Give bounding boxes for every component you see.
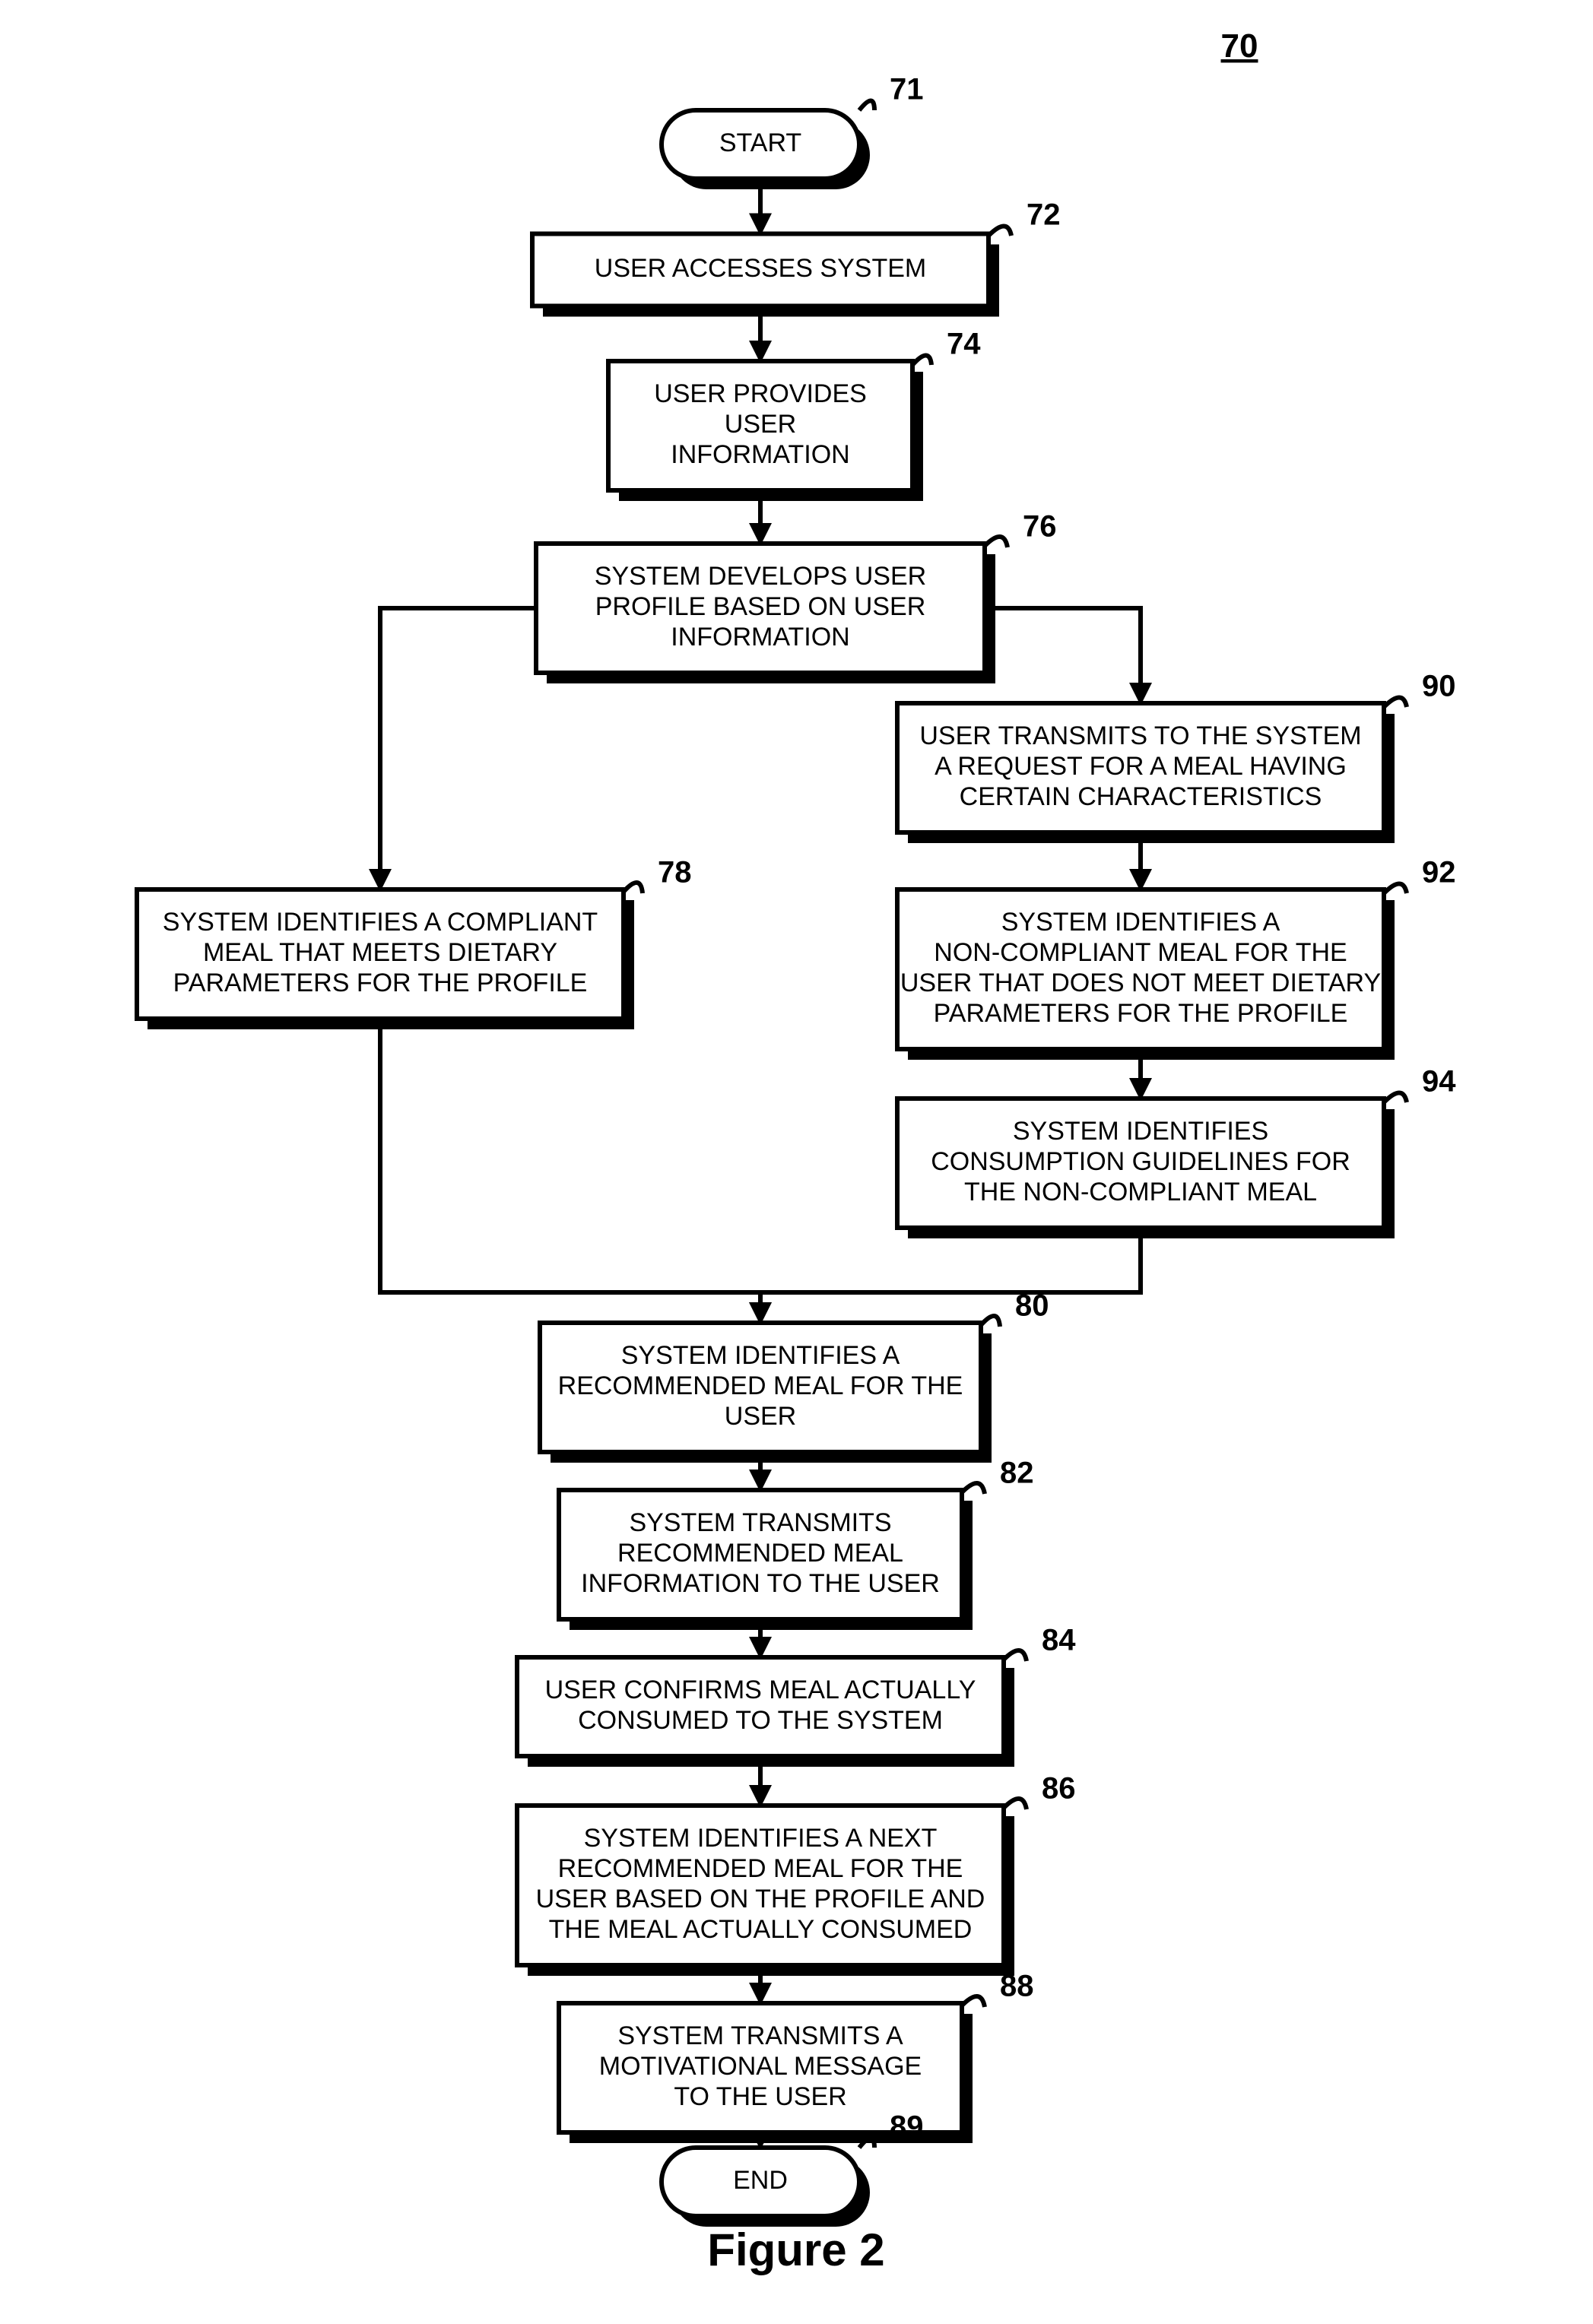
node-label: START [719, 128, 801, 157]
node-label: INFORMATION [671, 440, 849, 469]
node-n94: SYSTEM IDENTIFIESCONSUMPTION GUIDELINES … [897, 1065, 1456, 1238]
node-label: USER [725, 1402, 796, 1431]
node-label: SYSTEM IDENTIFIES A NEXT [584, 1824, 938, 1853]
ref-tick [912, 356, 931, 366]
ref-label: 80 [1015, 1289, 1049, 1323]
node-label: USER PROVIDES [654, 379, 867, 408]
ref-label: 92 [1422, 856, 1456, 889]
node-label: MOTIVATIONAL MESSAGE [599, 2052, 922, 2081]
node-n82: SYSTEM TRANSMITSRECOMMENDED MEALINFORMAT… [559, 1457, 1034, 1630]
node-label: CONSUMPTION GUIDELINES FOR [931, 1147, 1350, 1176]
node-label: RECOMMENDED MEAL FOR THE [558, 1854, 963, 1883]
node-n90: USER TRANSMITS TO THE SYSTEMA REQUEST FO… [897, 670, 1456, 843]
node-label: RECOMMENDED MEAL FOR THE [558, 1371, 963, 1400]
node-label: CONSUMED TO THE SYSTEM [578, 1706, 943, 1735]
ref-tick [988, 227, 1011, 236]
node-label: USER CONFIRMS MEAL ACTUALLY [545, 1676, 976, 1704]
node-label: SYSTEM IDENTIFIES A [621, 1341, 900, 1370]
ref-label: 88 [1000, 1970, 1034, 2003]
node-label: SYSTEM TRANSMITS A [617, 2021, 903, 2050]
ref-label: 90 [1422, 670, 1456, 703]
node-n88: SYSTEM TRANSMITS AMOTIVATIONAL MESSAGETO… [559, 1970, 1034, 2143]
node-label: SYSTEM IDENTIFIES A COMPLIANT [163, 908, 598, 937]
node-n86: SYSTEM IDENTIFIES A NEXTRECOMMENDED MEAL… [517, 1772, 1076, 1976]
node-label: SYSTEM DEVELOPS USER [595, 562, 926, 591]
node-label: CERTAIN CHARACTERISTICS [960, 782, 1322, 811]
ref-label: 76 [1023, 510, 1057, 544]
ref-tick [1384, 1093, 1407, 1103]
node-label: USER BASED ON THE PROFILE AND [536, 1885, 985, 1913]
ref-label: 94 [1422, 1065, 1456, 1099]
node-label: INFORMATION TO THE USER [581, 1569, 940, 1598]
ref-tick [1384, 884, 1407, 894]
node-label: THE MEAL ACTUALLY CONSUMED [549, 1915, 973, 1944]
node-label: PROFILE BASED ON USER [595, 592, 926, 621]
ref-tick [1004, 1799, 1027, 1809]
flowchart-canvas: START 71 USER ACCESSES SYSTEM 72 USER PROVID… [0, 0, 1593, 2324]
node-label: THE NON-COMPLIANT MEAL [964, 1178, 1317, 1206]
ref-label: 72 [1027, 198, 1061, 232]
ref-label: 86 [1042, 1772, 1076, 1806]
ref-tick [962, 1996, 985, 2007]
ref-tick [1384, 698, 1407, 708]
node-label: USER TRANSMITS TO THE SYSTEM [919, 721, 1361, 750]
edge [760, 1228, 1141, 1323]
node-label: NON-COMPLIANT MEAL FOR THE [934, 938, 1347, 967]
ref-tick [985, 537, 1008, 547]
ref-label: 71 [890, 73, 924, 106]
node-label: TO THE USER [674, 2082, 846, 2111]
node-n78: SYSTEM IDENTIFIES A COMPLIANTMEAL THAT M… [137, 856, 692, 1029]
node-label: END [733, 2166, 788, 2195]
ref-label: 78 [658, 856, 692, 889]
node-label: SYSTEM TRANSMITS [629, 1508, 891, 1537]
ref-tick [1004, 1650, 1027, 1661]
ref-tick [859, 101, 874, 111]
node-label: SYSTEM IDENTIFIES [1013, 1117, 1268, 1146]
ref-label: 82 [1000, 1457, 1034, 1490]
node-label: PARAMETERS FOR THE PROFILE [173, 969, 588, 997]
edge [985, 608, 1141, 703]
node-n80: SYSTEM IDENTIFIES ARECOMMENDED MEAL FOR … [540, 1289, 1049, 1463]
edge [380, 608, 536, 889]
figure-label: Figure 2 [707, 2224, 884, 2275]
ref-tick [624, 883, 643, 893]
node-label: RECOMMENDED MEAL [617, 1539, 903, 1568]
ref-tick [981, 1316, 1000, 1327]
node-n84: USER CONFIRMS MEAL ACTUALLYCONSUMED TO T… [517, 1624, 1076, 1767]
node-label: INFORMATION [671, 623, 849, 652]
node-n74: USER PROVIDESUSERINFORMATION 74 [608, 328, 981, 501]
node-n72: USER ACCESSES SYSTEM 72 [532, 198, 1061, 317]
page-ref-label: 70 [1221, 27, 1258, 65]
ref-label: 89 [890, 2110, 924, 2144]
edge [380, 1019, 760, 1323]
node-label: MEAL THAT MEETS DIETARY [203, 938, 557, 967]
node-label: A REQUEST FOR A MEAL HAVING [935, 752, 1347, 781]
node-n71: START 71 [662, 73, 924, 189]
ref-label: 74 [947, 328, 981, 361]
node-n92: SYSTEM IDENTIFIES ANON-COMPLIANT MEAL FO… [897, 856, 1456, 1060]
node-label: SYSTEM IDENTIFIES A [1001, 908, 1280, 937]
node-label: USER THAT DOES NOT MEET DIETARY [900, 969, 1381, 997]
ref-tick [962, 1483, 985, 1494]
node-label: USER ACCESSES SYSTEM [595, 254, 926, 283]
node-n76: SYSTEM DEVELOPS USERPROFILE BASED ON USE… [536, 510, 1057, 683]
node-label: PARAMETERS FOR THE PROFILE [934, 999, 1348, 1028]
ref-label: 84 [1042, 1624, 1076, 1657]
node-label: USER [725, 410, 796, 439]
